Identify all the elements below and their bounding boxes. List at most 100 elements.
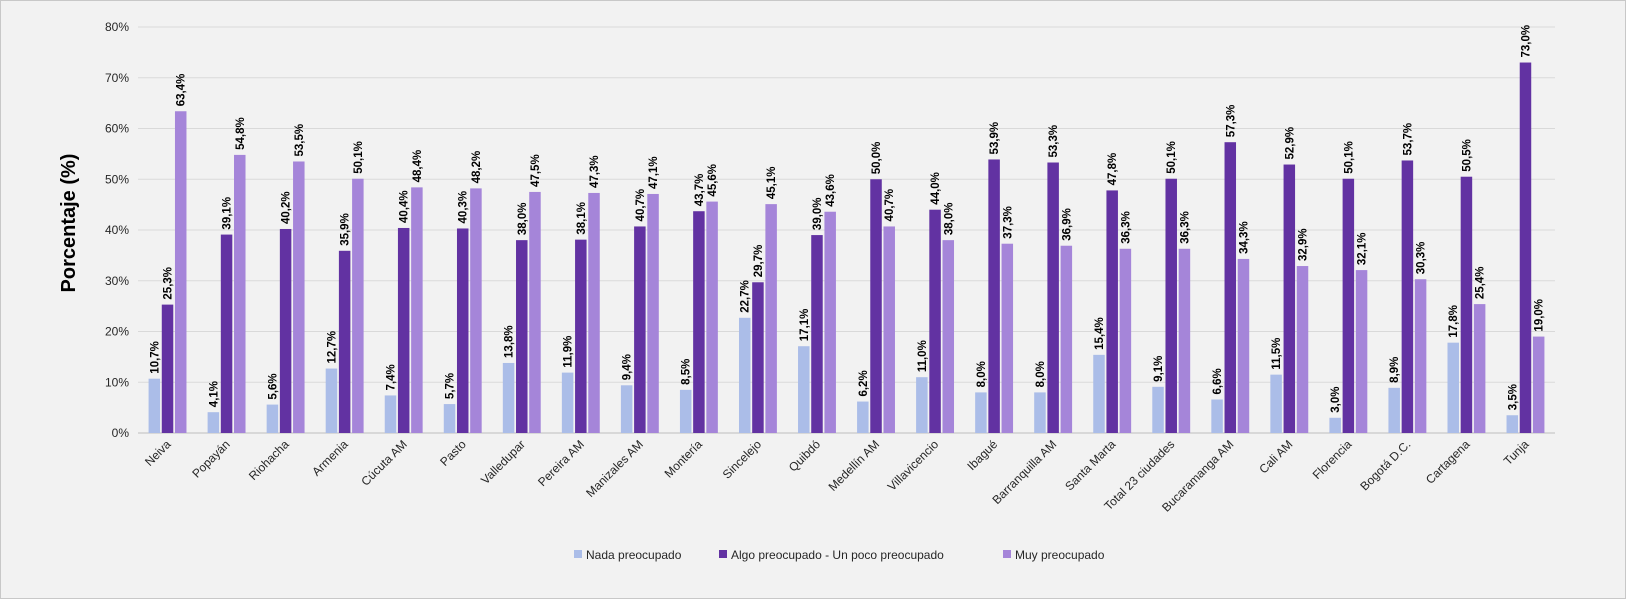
data-label: 11,5%: [1271, 338, 1283, 370]
bar: [1388, 387, 1400, 433]
bar: [174, 111, 187, 434]
data-label: 38,1%: [576, 202, 588, 235]
data-label: 53,9%: [989, 122, 1001, 155]
bars: [148, 62, 1545, 434]
bar: [1329, 417, 1341, 433]
y-tick-label: 40%: [105, 223, 129, 237]
bar: [1414, 279, 1427, 433]
data-label: 13,8%: [504, 325, 516, 358]
x-tick-label: Santa Marta: [1062, 437, 1118, 493]
x-tick-label: Cúcuta AM: [358, 437, 409, 488]
x-tick-label: Bogotá D.C.: [1357, 437, 1413, 493]
data-label: 25,4%: [1475, 266, 1487, 299]
legend-swatch: [574, 550, 582, 558]
bar: [1519, 62, 1532, 434]
bar: [1165, 178, 1177, 433]
bar: [1283, 164, 1296, 433]
bar: [1506, 415, 1519, 433]
x-tick-label: Quibdó: [786, 437, 823, 474]
legend-swatch: [1003, 550, 1011, 558]
data-labels: 10,7% 25,3% 63,4% 4,1% 39,1% 54,8% 5,6% 40,2% 53…: [149, 25, 1545, 413]
data-label: 8,0%: [976, 361, 988, 387]
data-label: 37,3%: [1002, 206, 1014, 239]
bar: [220, 234, 233, 433]
x-tick-label: Pasto: [437, 437, 469, 469]
bar: [502, 362, 515, 433]
data-label: 19,0%: [1534, 299, 1546, 332]
bar: [634, 226, 646, 433]
bar: [588, 192, 600, 433]
data-label: 63,4%: [176, 74, 188, 107]
bar: [1119, 248, 1132, 433]
data-label: 40,2%: [281, 191, 293, 224]
data-label: 29,7%: [753, 245, 765, 278]
bar: [1473, 304, 1486, 433]
x-tick-label: Villavicencio: [885, 437, 942, 494]
bar: [647, 193, 659, 433]
data-label: 12,7%: [326, 331, 338, 364]
bar: [293, 161, 305, 434]
data-label: 47,8%: [1107, 153, 1119, 186]
data-label: 32,9%: [1298, 228, 1310, 261]
data-label: 50,5%: [1461, 139, 1473, 172]
bar: [975, 392, 987, 433]
x-tick-label: Manizales AM: [583, 437, 646, 500]
bar: [883, 226, 895, 433]
data-label: 52,9%: [1284, 127, 1296, 160]
data-label: 73,0%: [1520, 25, 1532, 58]
bar: [870, 179, 882, 433]
bar: [516, 240, 528, 433]
y-tick-label: 20%: [105, 325, 129, 339]
data-label: 38,0%: [517, 203, 529, 236]
bar: [325, 368, 338, 433]
data-label: 39,1%: [222, 197, 234, 230]
x-tick-label: Ibagué: [964, 437, 1000, 473]
y-tick-label: 30%: [105, 274, 129, 288]
bar: [1447, 342, 1459, 433]
x-tick-label: Pereira AM: [535, 437, 587, 489]
y-tick-label: 70%: [105, 71, 129, 85]
data-label: 9,1%: [1153, 356, 1165, 382]
data-label: 25,3%: [163, 267, 175, 300]
bar: [693, 211, 705, 433]
x-tick-label: Medellín AM: [826, 437, 883, 494]
bar: [266, 404, 279, 433]
y-tick-label: 50%: [105, 172, 129, 186]
data-label: 50,1%: [1166, 141, 1178, 174]
data-label: 53,3%: [1048, 125, 1060, 158]
data-label: 35,9%: [340, 213, 352, 246]
data-label: 45,1%: [766, 167, 778, 200]
data-label: 8,9%: [1389, 357, 1401, 383]
bar: [456, 228, 469, 433]
data-label: 53,5%: [294, 124, 306, 157]
data-label: 36,9%: [1061, 208, 1073, 241]
bar: [1224, 142, 1237, 433]
data-label: 50,0%: [871, 142, 883, 175]
bar: [1355, 270, 1368, 433]
bar: [1270, 374, 1282, 433]
x-tick-label: Montería: [662, 437, 706, 481]
x-tick-label: Neiva: [142, 437, 174, 469]
data-label: 40,7%: [635, 189, 647, 222]
bar: [857, 401, 869, 433]
bar: [752, 282, 764, 433]
y-axis-title: Porcentaje (%): [58, 154, 80, 293]
bar: [706, 201, 718, 433]
bar: [988, 159, 1000, 433]
data-label: 44,0%: [930, 172, 942, 205]
data-label: 15,4%: [1094, 317, 1106, 350]
bar: [529, 191, 541, 433]
data-label: 57,3%: [1225, 105, 1237, 138]
bar: [148, 378, 161, 433]
data-label: 8,0%: [1035, 361, 1047, 387]
x-tick-label: Cartagena: [1423, 437, 1473, 487]
data-label: 10,7%: [149, 341, 161, 374]
x-tick-label: Popayán: [189, 437, 232, 480]
data-label: 17,1%: [799, 309, 811, 342]
data-label: 39,0%: [812, 197, 824, 230]
bar: [1237, 258, 1250, 433]
bar: [929, 209, 941, 433]
data-label: 47,3%: [589, 155, 601, 188]
data-label: 32,1%: [1357, 232, 1369, 265]
